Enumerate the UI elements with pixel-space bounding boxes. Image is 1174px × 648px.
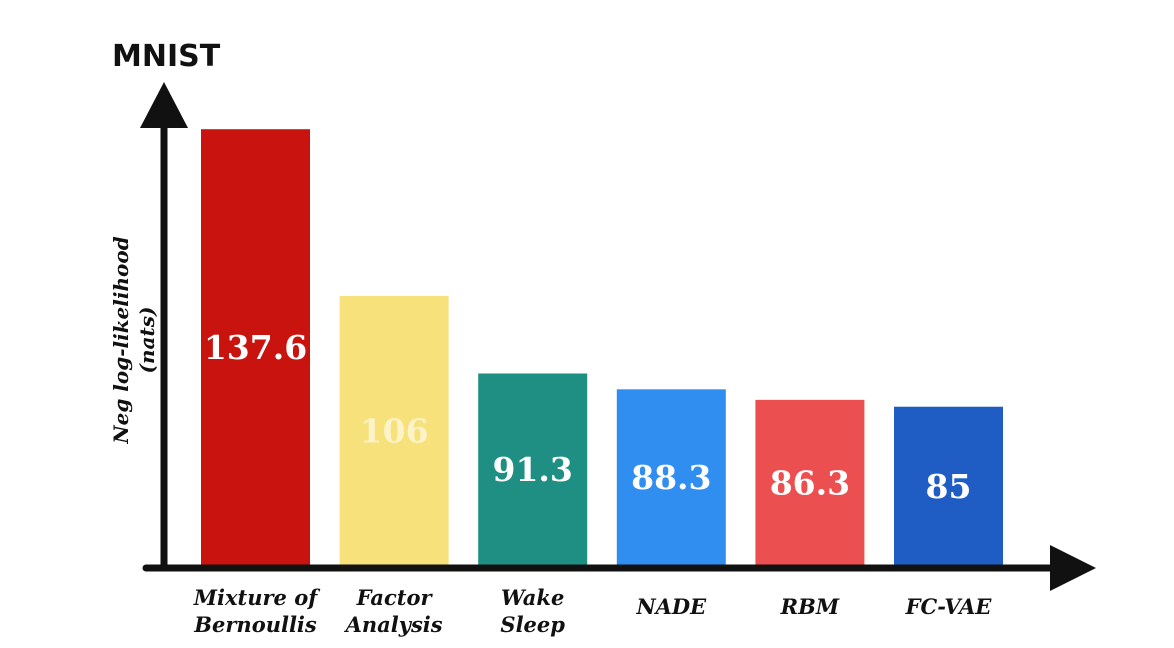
bars: 137.6 106 91.3 88.3 86.3 85 <box>201 129 1003 565</box>
category-label-2-line-0: Wake <box>501 585 564 610</box>
y-axis-label-line2: (nats) <box>135 307 159 374</box>
bar-value-label-2: 91.3 <box>493 450 573 489</box>
y-axis-label: Neg log-likelihood (nats) <box>109 236 159 444</box>
category-label-1-line-0: Factor <box>356 585 434 610</box>
bar-value-label-5: 85 <box>926 467 972 506</box>
category-label-2-line-1: Sleep <box>500 612 565 637</box>
x-axis-arrow <box>1050 545 1096 591</box>
bar-value-label-3: 88.3 <box>631 458 711 497</box>
y-axis-arrow <box>140 82 188 128</box>
category-label-5-line-0: FC-VAE <box>905 594 993 619</box>
bar-2 <box>478 373 588 565</box>
bar-value-label-0: 137.6 <box>204 328 307 367</box>
category-label-4-line-0: RBM <box>780 594 840 619</box>
category-label-0-line-1: Bernoullis <box>193 612 317 637</box>
bar-3 <box>616 389 726 565</box>
bar-value-label-4: 86.3 <box>770 463 850 502</box>
bar-4 <box>755 399 865 565</box>
bar-1 <box>339 295 449 565</box>
axes <box>140 82 1096 591</box>
category-label-0-line-0: Mixture of <box>193 585 321 610</box>
bar-5 <box>894 406 1003 565</box>
bar-0 <box>201 129 310 565</box>
chart-title: MNIST <box>112 39 221 74</box>
category-label-3-line-0: NADE <box>635 594 707 619</box>
category-label-1-line-1: Analysis <box>344 612 443 637</box>
y-axis-label-line1: Neg log-likelihood <box>109 236 133 444</box>
bar-value-label-1: 106 <box>360 411 429 450</box>
